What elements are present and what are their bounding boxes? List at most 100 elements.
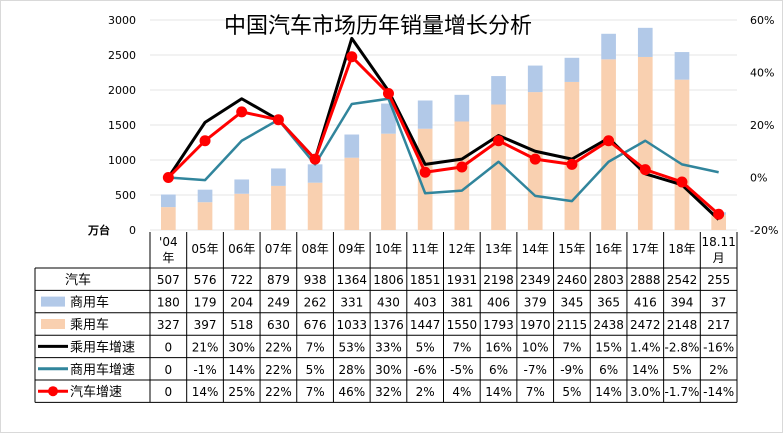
table-cell: 179	[194, 296, 217, 310]
bar-乘用车	[344, 157, 360, 230]
point-汽车增速	[603, 135, 615, 147]
table-cell: 1851	[410, 273, 441, 287]
table-cell: 3.0%	[630, 385, 661, 399]
category-label: 12年	[448, 242, 475, 256]
table-cell: 249	[267, 296, 290, 310]
table-cell: 406	[487, 296, 510, 310]
table-cell: 2803	[593, 273, 624, 287]
table-cell: 416	[634, 296, 657, 310]
table-cell: 1806	[373, 273, 404, 287]
chart-title: 中国汽车市场历年销量增长分析	[224, 14, 532, 39]
bar-商用车	[601, 33, 616, 60]
table-cell: 1033	[337, 318, 368, 332]
line-汽车增速	[167, 55, 720, 216]
point-汽车增速	[272, 114, 284, 126]
table-cell: 2460	[557, 273, 588, 287]
bar-乘用车	[234, 193, 250, 230]
table-cell: 33%	[375, 340, 402, 354]
category-label: 08年	[301, 242, 328, 256]
table-cell: 53%	[338, 340, 365, 354]
table-cell: 14%	[228, 363, 255, 377]
row-label: 乘用车增速	[70, 339, 135, 355]
table-cell: 14%	[595, 385, 622, 399]
category-label: 09年	[338, 242, 365, 256]
table-cell: 37	[711, 296, 726, 310]
table-cell: 1.4%	[630, 340, 661, 354]
table-cell: 327	[157, 318, 180, 332]
bar-商用车	[234, 179, 250, 194]
table-cell: 576	[194, 273, 217, 287]
left-axis: 0 500 1000 1500 2000 2500 3000	[108, 14, 136, 237]
table-cell: -1%	[193, 363, 216, 377]
table-cell: 5%	[306, 363, 325, 377]
table-cell: 5%	[562, 385, 581, 399]
bar-商用车	[271, 168, 286, 186]
bar-商用车	[564, 57, 580, 82]
table-cell: 25%	[228, 385, 255, 399]
point-汽车增速	[676, 176, 688, 188]
bar-乘用车	[674, 79, 690, 230]
bar-乘用车	[381, 133, 396, 230]
table-cell: 2472	[630, 318, 661, 332]
table-cell: 32%	[375, 385, 402, 399]
bar-乘用车	[711, 214, 726, 230]
bar-乘用车	[271, 185, 286, 230]
right-tick-label: 0%	[750, 172, 767, 185]
table-cell: 14%	[632, 363, 659, 377]
table-cell: 2888	[630, 273, 661, 287]
table-cell: 518	[230, 318, 253, 332]
category-label: 06年	[228, 242, 255, 256]
left-tick-label: 3000	[108, 14, 136, 27]
table-cell: 15%	[595, 340, 622, 354]
bar-乘用车	[637, 56, 653, 231]
left-tick-label: 500	[115, 189, 136, 202]
table-cell: 2438	[593, 318, 624, 332]
table-cell: 0	[165, 385, 173, 399]
point-汽车增速	[529, 153, 541, 165]
table-cell: 5%	[416, 340, 435, 354]
category-label: 05年	[191, 242, 218, 256]
category-label: 11年	[412, 242, 439, 256]
table-cell: 22%	[265, 385, 292, 399]
table-cell: 0	[165, 363, 173, 377]
table-cell: 7%	[306, 340, 325, 354]
point-汽车增速	[566, 158, 578, 170]
table-cell: 5%	[672, 363, 691, 377]
bar-商用车	[491, 76, 506, 105]
table-cell: 397	[194, 318, 217, 332]
table-cell: 4%	[452, 385, 471, 399]
point-汽车增速	[456, 161, 468, 173]
table-cell: 1970	[520, 318, 551, 332]
table-cell: 7%	[306, 385, 325, 399]
table-cell: 879	[267, 273, 290, 287]
table-cell: -16%	[703, 340, 734, 354]
bar-乘用车	[564, 81, 580, 230]
table-cell: 403	[414, 296, 437, 310]
table-cell: 381	[450, 296, 473, 310]
table-cell: 14%	[485, 385, 512, 399]
table-cell: 22%	[265, 363, 292, 377]
data-table: '04 年 05年 06年 07年 08年 09年 10年 11年 12年 13年 14年 15年 16年…	[34, 232, 738, 403]
category-label: 17年	[632, 242, 659, 256]
table-cell: -6%	[413, 363, 436, 377]
category-label: 07年	[265, 242, 292, 256]
table-cell: 10%	[522, 340, 549, 354]
table-cell: 676	[304, 318, 327, 332]
left-tick-label: 0	[129, 224, 136, 237]
table-cell: 30%	[375, 363, 402, 377]
left-tick-label: 2000	[108, 84, 136, 97]
row-label: 汽车	[65, 272, 91, 288]
bar-商用车	[417, 100, 433, 129]
point-汽车增速	[236, 106, 248, 118]
table-cell: 217	[707, 318, 730, 332]
table-cell: 331	[340, 296, 363, 310]
table-cell: 21%	[192, 340, 219, 354]
bar-商用车	[197, 189, 213, 203]
right-tick-label: 60%	[750, 14, 774, 27]
bar-乘用车	[197, 202, 213, 230]
point-汽车增速	[162, 172, 174, 183]
line-商用车增速	[168, 97, 719, 203]
point-汽车增速	[419, 166, 431, 178]
table-cell: 2148	[667, 318, 698, 332]
point-汽车增速	[346, 51, 358, 63]
